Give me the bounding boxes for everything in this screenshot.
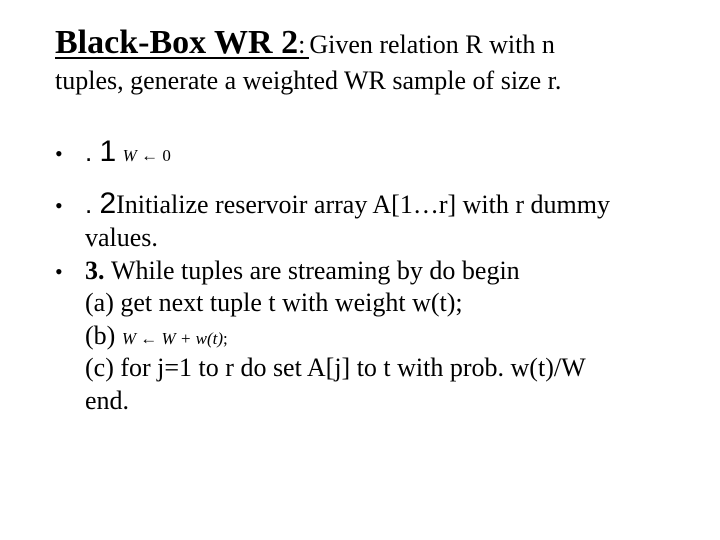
bullet-3: • 3. While tuples are streaming by do be… xyxy=(55,255,670,288)
bullet-2: • . 2Initialize reservoir array A[1…r] w… xyxy=(55,185,670,223)
b2-cont: values. xyxy=(85,222,670,255)
bullet-2-body: . 2Initialize reservoir array A[1…r] wit… xyxy=(85,185,670,223)
bullet-marker: • xyxy=(55,189,85,219)
b2-text: Initialize reservoir array A[1…r] with r… xyxy=(116,190,610,219)
b3-label: 3. xyxy=(85,256,111,285)
b3-b-math: W ← W + w(t); xyxy=(122,329,228,348)
bullet-1: • . 1 W ← 0 xyxy=(55,133,670,171)
title-line-1: Black-Box WR 2: Given relation R with n xyxy=(55,22,670,65)
slide: Black-Box WR 2: Given relation R with n … xyxy=(0,0,720,437)
bullet-3-body: 3. While tuples are streaming by do begi… xyxy=(85,255,670,288)
b3-b: (b) W ← W + w(t); xyxy=(85,320,670,353)
bullet-list: • . 1 W ← 0 • . 2Initialize reservoir ar… xyxy=(55,133,670,417)
b1-num: 1 xyxy=(99,135,116,168)
title-colon: : xyxy=(298,30,305,59)
bullet-marker: • xyxy=(55,137,85,167)
b1-prefix: . xyxy=(85,137,99,167)
b3-b-prefix: (b) xyxy=(85,321,122,350)
bullet-marker: • xyxy=(55,255,85,285)
title-underline-span: Black-Box WR 2: xyxy=(55,40,309,59)
title-strong: Black-Box WR 2 xyxy=(55,24,298,61)
title-line-2: tuples, generate a weighted WR sample of… xyxy=(55,65,670,98)
bullet-1-body: . 1 W ← 0 xyxy=(85,133,670,171)
b3-text: While tuples are streaming by do begin xyxy=(111,256,520,285)
b2-num: 2 xyxy=(99,187,116,220)
b3-c: (c) for j=1 to r do set A[j] to t with p… xyxy=(85,352,670,385)
b2-prefix: . xyxy=(85,189,99,219)
b1-math: W ← 0 xyxy=(123,146,171,165)
b3-a: (a) get next tuple t with weight w(t); xyxy=(85,287,670,320)
title-rest: Given relation R with n xyxy=(309,30,555,59)
b3-end: end. xyxy=(85,385,670,418)
